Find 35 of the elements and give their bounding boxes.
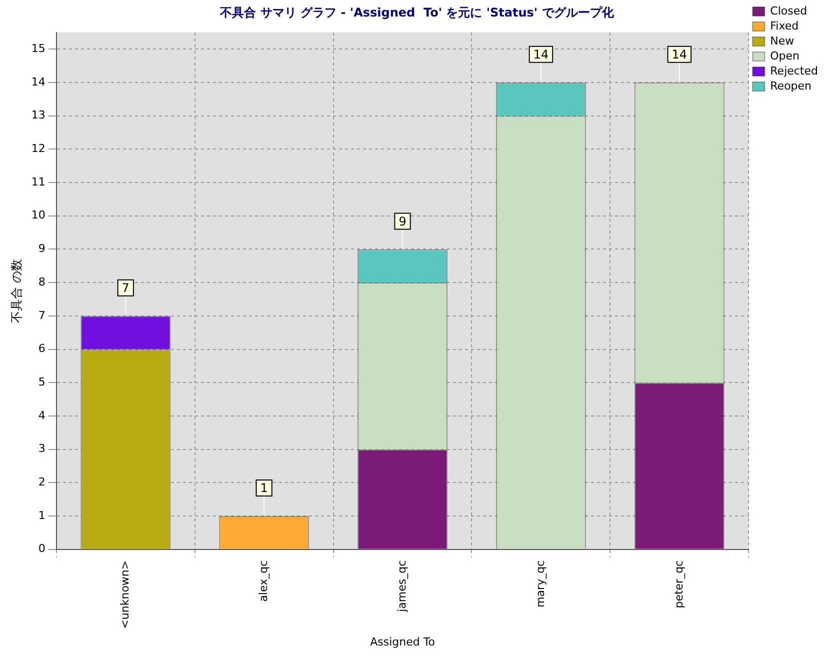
y-tick-label: 10 xyxy=(31,208,46,222)
total-label: 14 xyxy=(533,48,549,62)
y-tick-label: 6 xyxy=(38,342,46,356)
y-tick-label: 15 xyxy=(31,42,46,55)
x-tick-label: peter_qc xyxy=(672,560,686,608)
y-axis-title: 不具合 の数 xyxy=(9,258,24,323)
legend-label: Rejected xyxy=(770,64,818,78)
x-tick-label: james_qc xyxy=(395,560,408,613)
x-tick-label: alex_qc xyxy=(256,560,270,602)
x-tick-label: mary_qc xyxy=(534,560,547,608)
total-label: 1 xyxy=(260,481,268,496)
y-tick-label: 3 xyxy=(38,442,46,456)
total-label: 9 xyxy=(398,214,406,228)
y-tick-label: 11 xyxy=(31,175,46,188)
y-tick-label: 0 xyxy=(38,542,46,556)
y-tick-label: 12 xyxy=(31,142,46,155)
legend-label: Reopen xyxy=(770,79,812,92)
x-tick-label: <unknown> xyxy=(118,560,132,629)
legend-label: New xyxy=(770,34,794,48)
y-tick-label: 1 xyxy=(38,508,46,522)
legend-label: Closed xyxy=(770,4,808,18)
legend-label: Open xyxy=(770,49,800,62)
y-tick-label: 8 xyxy=(38,275,46,288)
legend-label: Fixed xyxy=(770,19,799,32)
total-label: 14 xyxy=(672,48,688,62)
chart-title: 不具合 サマリ グラフ - 'Assigned To' を元に 'Status' でグループ化 xyxy=(219,5,615,20)
y-tick-label: 7 xyxy=(38,308,46,322)
y-tick-label: 2 xyxy=(38,476,46,489)
y-tick-label: 4 xyxy=(38,408,46,422)
y-tick-label: 5 xyxy=(38,375,46,388)
x-axis-title: Assigned To xyxy=(370,635,436,648)
y-tick-label: 9 xyxy=(38,242,46,256)
y-tick-label: 14 xyxy=(31,75,46,88)
total-label: 7 xyxy=(122,281,130,296)
y-tick-label: 13 xyxy=(31,108,46,122)
